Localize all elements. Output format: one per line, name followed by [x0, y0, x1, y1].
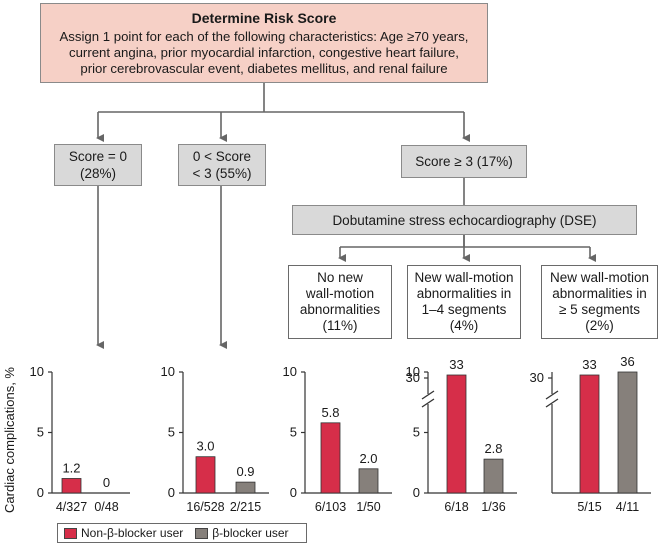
- x-category-label: 2/215: [230, 500, 261, 514]
- bar-beta: [358, 468, 379, 494]
- y-tick-label: 0: [168, 485, 175, 500]
- x-category-label: 5/15: [577, 500, 601, 514]
- risk-criteria-line: current angina, prior myocardial infarct…: [69, 44, 459, 60]
- x-category-label: 16/528: [186, 500, 224, 514]
- score-box-line: < 3 (55%): [192, 166, 252, 181]
- legend-label: β-blocker user: [212, 526, 289, 540]
- y-tick-label: 0: [37, 485, 44, 500]
- dse-outcome-5plus-box: New wall-motion abnormalities in ≥ 5 seg…: [541, 265, 658, 339]
- bar-beta: [483, 458, 504, 494]
- outcome-line: abnormalities in: [552, 286, 647, 301]
- legend-item-beta: β-blocker user: [195, 526, 289, 540]
- y-tick-label: 0: [413, 485, 420, 500]
- legend-label: Non-β-blocker user: [81, 526, 184, 540]
- outcome-line: (2%): [585, 318, 614, 333]
- bar-beta: [617, 371, 638, 494]
- axis-break-mark: [545, 390, 559, 400]
- bar-value-label: 5.8: [321, 405, 339, 420]
- outcome-line: 1–4 segments: [421, 302, 507, 317]
- y-tick-label: 10: [283, 364, 297, 379]
- score-box-line: Score = 0: [68, 149, 128, 164]
- bar-value-label: 33: [582, 357, 596, 372]
- outcome-line: (4%): [449, 318, 479, 333]
- outcome-line: New wall-motion: [549, 270, 650, 285]
- legend: Non-β-blocker user β-blocker user: [57, 523, 307, 543]
- bar-nonbeta: [195, 456, 216, 494]
- score-box-line: (28%): [79, 166, 116, 181]
- dse-outcome-none-box: No new wall-motion abnormalities (11%): [288, 265, 392, 339]
- bar-beta: [235, 481, 256, 494]
- score-box-line: 0 < Score: [192, 149, 252, 164]
- outcome-line: New wall-motion: [414, 270, 514, 285]
- bar-value-label: 33: [449, 357, 463, 372]
- risk-criteria-line: prior cerebrovascular event, diabetes me…: [80, 60, 448, 76]
- risk-score-box: Determine Risk Score Assign 1 point for …: [40, 3, 488, 83]
- x-category-label: 0/48: [94, 500, 118, 514]
- dse-outcome-1-4-box: New wall-motion abnormalities in 1–4 seg…: [407, 265, 521, 339]
- y-tick-label: 30: [406, 370, 420, 385]
- y-tick-label: 5: [37, 425, 44, 440]
- charts-layer: 0 5 10 1.2 4/327 0 0/48 0 5 10 3.0 16/528 0.9 2/215 0 5…: [30, 354, 651, 514]
- x-category-label: 4/11: [616, 500, 639, 514]
- risk-score-criteria: Assign 1 point for each of the following…: [60, 29, 469, 77]
- y-tick-label: 10: [161, 364, 175, 379]
- score-high-box: Score ≥ 3 (17%): [401, 145, 527, 178]
- connectors: [96, 83, 596, 349]
- bar-value-label: 1.2: [62, 460, 80, 475]
- bar-nonbeta: [579, 374, 600, 494]
- score-box-line: Score ≥ 3 (17%): [415, 154, 513, 169]
- bar-value-label: 2.8: [484, 441, 502, 456]
- score-mid-box: 0 < Score < 3 (55%): [178, 144, 266, 186]
- y-tick-label: 0: [290, 485, 297, 500]
- outcome-line: (11%): [322, 318, 358, 333]
- risk-criteria-line: Assign 1 point for each of the following…: [59, 28, 469, 44]
- bar-nonbeta: [61, 478, 82, 494]
- axis-break-mark: [421, 390, 435, 400]
- score-zero-box: Score = 0 (28%): [54, 144, 142, 186]
- bar-value-label: 3.0: [196, 439, 214, 454]
- bar-nonbeta: [320, 422, 341, 494]
- bar-value-label: 2.0: [359, 451, 377, 466]
- outcome-line: abnormalities in: [416, 286, 512, 301]
- bar-value-label: 36: [620, 354, 634, 369]
- x-category-label: 6/18: [444, 500, 468, 514]
- dse-box: Dobutamine stress echocardiography (DSE): [292, 205, 637, 235]
- x-category-label: 1/36: [481, 500, 505, 514]
- bar-value-label: 0: [103, 475, 110, 490]
- y-axis-label: Cardiac complications, %: [2, 367, 17, 513]
- y-tick-label: 30: [530, 370, 544, 385]
- outcome-line: ≥ 5 segments: [559, 302, 640, 317]
- risk-score-title: Determine Risk Score: [191, 9, 337, 26]
- outcome-line: wall-motion: [305, 286, 375, 301]
- y-tick-label: 10: [406, 364, 420, 379]
- x-category-label: 4/327: [56, 500, 87, 514]
- outcome-line: No new: [317, 270, 363, 285]
- y-tick-label: 5: [168, 425, 175, 440]
- bar-value-label: 0.9: [236, 464, 254, 479]
- legend-item-nonbeta: Non-β-blocker user: [64, 526, 183, 540]
- x-category-label: 1/50: [356, 500, 380, 514]
- x-category-label: 6/103: [315, 500, 346, 514]
- y-tick-label: 5: [413, 425, 420, 440]
- dse-label: Dobutamine stress echocardiography (DSE): [332, 212, 597, 228]
- outcome-line: abnormalities: [299, 302, 381, 317]
- bar-nonbeta: [446, 374, 467, 494]
- y-tick-label: 10: [30, 364, 44, 379]
- axis-break-mark: [421, 398, 435, 408]
- legend-swatch-nonbeta: [64, 527, 77, 539]
- axis-break-mark: [545, 398, 559, 408]
- legend-swatch-beta: [195, 527, 209, 539]
- y-tick-label: 5: [290, 425, 297, 440]
